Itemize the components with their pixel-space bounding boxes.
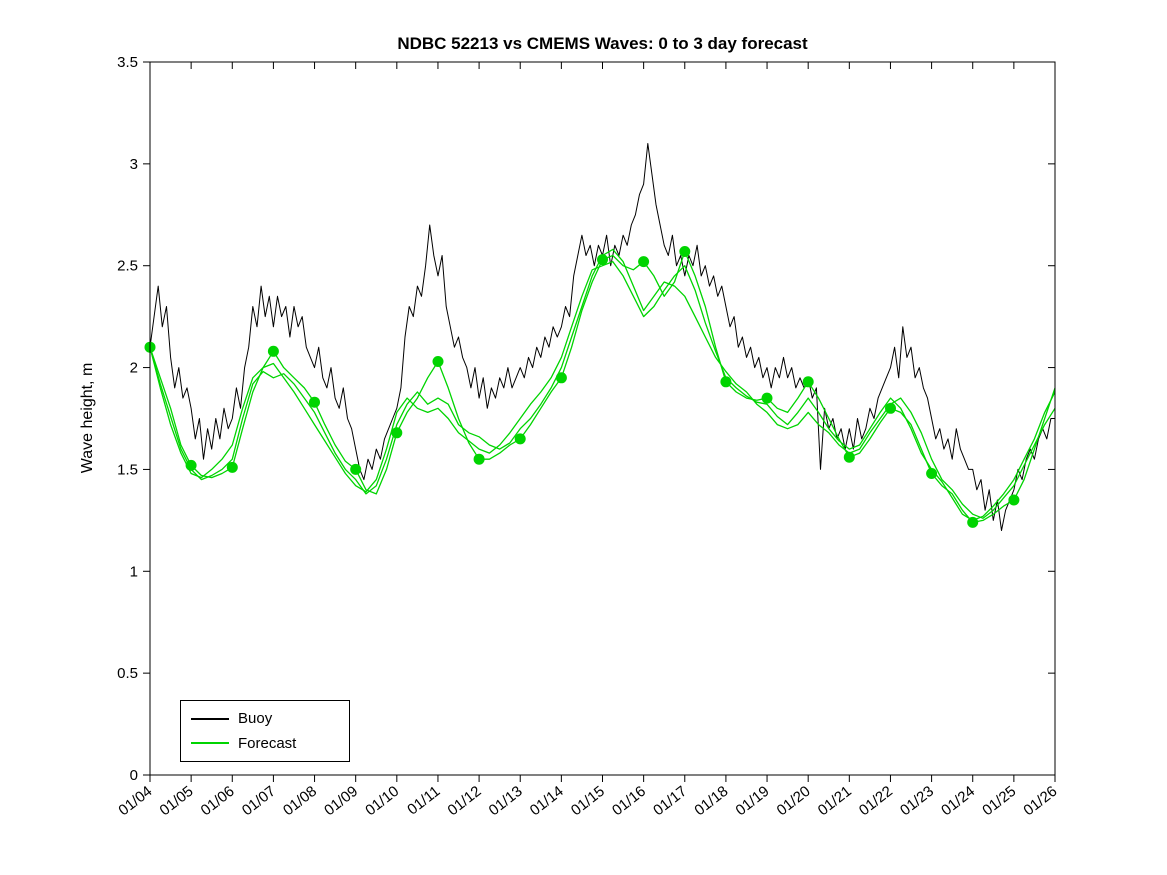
y-tick-label: 0.5: [117, 665, 138, 682]
forecast-run-3-line: [149, 260, 1056, 522]
x-tick-label: 01/14: [527, 783, 567, 820]
forecast-point: [514, 433, 526, 445]
y-axis-label: Wave height, m: [79, 362, 96, 474]
forecast-point: [761, 392, 773, 404]
buoy-line: [149, 143, 1055, 531]
x-tick-label: 01/19: [732, 783, 772, 820]
forecast-point: [885, 402, 896, 414]
forecast-point: [679, 246, 691, 257]
y-tick-label: 2: [130, 360, 138, 377]
legend-label-forecast: Forecast: [238, 734, 297, 752]
legend-label-buoy: Buoy: [238, 710, 273, 728]
forecast-point: [226, 461, 238, 473]
legend-entry-buoy: Buoy: [181, 710, 349, 727]
forecast-point: [432, 356, 444, 367]
forecast-point: [802, 376, 814, 388]
x-tick-label: 01/24: [938, 783, 978, 820]
forecast-point: [185, 459, 197, 471]
forecast-point: [967, 516, 979, 528]
x-tick-label: 01/21: [815, 783, 855, 820]
x-tick-label: 01/08: [280, 783, 320, 820]
forecast-point: [843, 451, 855, 463]
x-tick-label: 01/25: [979, 783, 1019, 820]
x-tick-label: 01/04: [115, 783, 155, 820]
x-tick-label: 01/13: [486, 783, 526, 820]
buoy-line-swatch: [191, 717, 229, 720]
forecast-point: [926, 468, 938, 479]
forecast-point: [391, 427, 403, 439]
x-tick-label: 01/23: [897, 783, 937, 820]
y-tick-label: 2.5: [117, 258, 138, 275]
forecast-point: [720, 376, 732, 388]
x-tick-label: 01/20: [774, 783, 814, 820]
y-tick-label: 1.5: [117, 461, 138, 478]
chart-title: NDBC 52213 vs CMEMS Waves: 0 to 3 day fo…: [397, 34, 808, 53]
forecast-point: [473, 453, 485, 465]
forecast-point: [350, 463, 362, 475]
x-tick-label: 01/26: [1020, 783, 1060, 820]
forecast-point: [555, 372, 567, 384]
x-tick-label: 01/11: [404, 783, 443, 819]
y-tick-label: 0: [130, 767, 138, 784]
forecast-point: [638, 256, 650, 268]
plot-frame: [149, 61, 1056, 776]
x-tick-label: 01/16: [609, 783, 649, 820]
x-tick-label: 01/05: [157, 783, 197, 820]
y-tick-label: 3: [130, 156, 138, 173]
forecast-point: [309, 396, 320, 408]
forecast-point: [1008, 494, 1020, 506]
x-tick-label: 01/22: [856, 783, 896, 820]
x-tick-label: 01/12: [444, 783, 484, 820]
x-tick-label: 01/17: [650, 783, 690, 820]
x-tick-label: 01/06: [198, 783, 238, 820]
x-tick-label: 01/15: [568, 783, 608, 820]
legend: Buoy Forecast: [180, 700, 350, 762]
forecast-run-2-line: [149, 248, 1056, 519]
x-tick-label: 01/10: [362, 783, 402, 820]
forecast-line-swatch: [191, 742, 229, 745]
y-tick-label: 1: [130, 563, 138, 580]
legend-entry-forecast: Forecast: [181, 735, 349, 752]
x-tick-label: 01/07: [239, 783, 279, 820]
forecast-point: [597, 254, 608, 266]
x-tick-label: 01/09: [321, 783, 361, 820]
x-tick-label: 01/18: [691, 783, 731, 820]
forecast-run-1-line: [149, 250, 1056, 524]
y-tick-label: 3.5: [117, 54, 138, 71]
forecast-point: [267, 345, 279, 357]
